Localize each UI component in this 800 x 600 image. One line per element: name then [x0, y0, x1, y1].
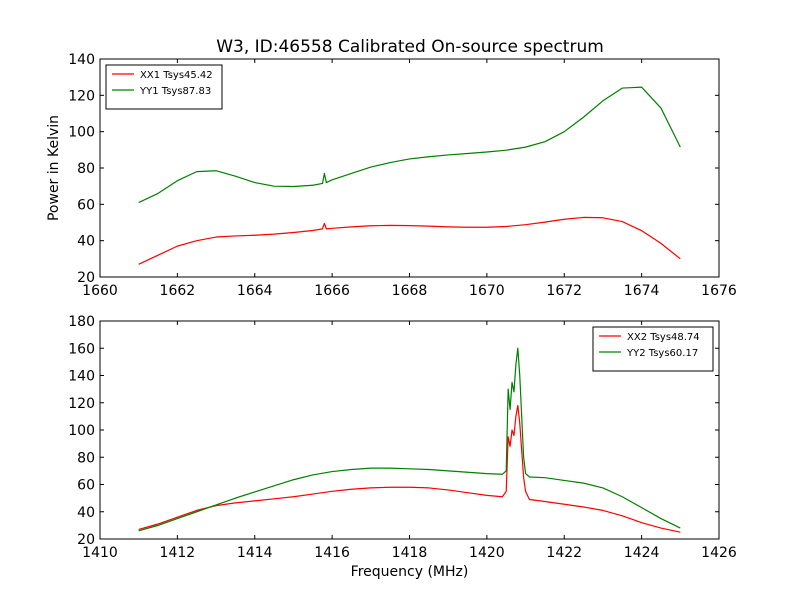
y-tick-label: 100 — [68, 125, 95, 141]
y-tick-label: 80 — [77, 450, 95, 466]
y-tick-label: 60 — [77, 478, 95, 494]
legend-box — [105, 64, 223, 110]
y-tick-label: 180 — [68, 314, 95, 330]
y-tick-label: 120 — [68, 88, 95, 104]
y-tick-label: 40 — [77, 505, 95, 521]
x-tick-label: 1412 — [160, 545, 196, 561]
series-line-1 — [138, 216, 681, 265]
legend-label: YY1 Tsys87.83 — [139, 86, 211, 97]
y-axis-label: Power in Kelvin — [46, 115, 62, 221]
legend-box — [592, 326, 714, 372]
x-tick-label: 1670 — [469, 283, 505, 299]
x-tick-label: 1410 — [82, 545, 118, 561]
x-tick-label: 1416 — [314, 545, 350, 561]
legend-label: YY2 Tsys60.17 — [626, 348, 698, 359]
chart-title: W3, ID:46558 Calibrated On-source spectr… — [216, 37, 604, 57]
series-line-1 — [138, 404, 681, 533]
x-tick-label: 1674 — [624, 283, 660, 299]
x-tick-label: 1660 — [82, 283, 118, 299]
y-tick-label: 140 — [68, 52, 95, 68]
x-tick-label: 1418 — [392, 545, 428, 561]
x-tick-label: 1422 — [546, 545, 582, 561]
y-tick-label: 160 — [68, 341, 95, 357]
legend: XX2 Tsys48.74 YY2 Tsys60.17 — [592, 326, 714, 372]
y-tick-label: 80 — [77, 161, 95, 177]
legend-label: XX2 Tsys48.74 — [627, 332, 700, 343]
y-tick-label: 100 — [68, 423, 95, 439]
x-tick-label: 1668 — [392, 283, 428, 299]
y-tick-label: 60 — [77, 197, 95, 213]
legend-label: XX1 Tsys45.42 — [140, 70, 213, 81]
x-tick-label: 1666 — [314, 283, 350, 299]
series-line-2 — [138, 347, 681, 532]
x-tick-label: 1426 — [701, 545, 737, 561]
series-line-2 — [138, 86, 681, 204]
bottom-spectrum-chart: 1410 1412 1414 1416 1418 1420 1422 1424 1426 20 40… — [68, 314, 737, 580]
legend: XX1 Tsys45.42 YY1 Tsys87.83 — [105, 64, 223, 110]
x-tick-label: 1672 — [546, 283, 582, 299]
x-tick-label: 1676 — [701, 283, 737, 299]
top-spectrum-chart: 1660 1662 1664 1666 1668 1670 1672 1674 1676 20 40… — [46, 52, 737, 299]
x-tick-label: 1420 — [469, 545, 505, 561]
x-tick-label: 1424 — [624, 545, 660, 561]
y-tick-label: 20 — [77, 270, 95, 286]
x-axis-label: Frequency (MHz) — [351, 564, 469, 580]
x-tick-label: 1662 — [160, 283, 196, 299]
x-tick-label: 1414 — [237, 545, 273, 561]
y-tick-label: 40 — [77, 234, 95, 250]
y-tick-label: 20 — [77, 532, 95, 548]
y-tick-label: 140 — [68, 369, 95, 385]
x-tick-label: 1664 — [237, 283, 273, 299]
y-tick-label: 120 — [68, 396, 95, 412]
